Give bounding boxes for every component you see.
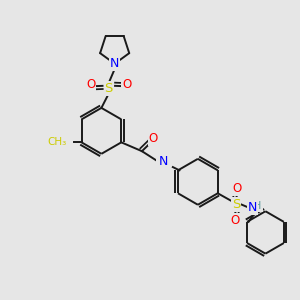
Text: O: O <box>122 78 132 91</box>
Text: H: H <box>157 158 165 169</box>
Text: O: O <box>233 182 242 195</box>
Text: N: N <box>158 155 168 168</box>
Text: S: S <box>232 198 240 211</box>
Text: O: O <box>230 214 239 227</box>
Text: N: N <box>110 57 119 70</box>
Text: CH₃: CH₃ <box>48 137 67 147</box>
Text: O: O <box>86 78 95 91</box>
Text: H: H <box>253 201 262 211</box>
Text: S: S <box>105 82 113 95</box>
Text: O: O <box>148 132 158 145</box>
Text: N: N <box>248 201 257 214</box>
